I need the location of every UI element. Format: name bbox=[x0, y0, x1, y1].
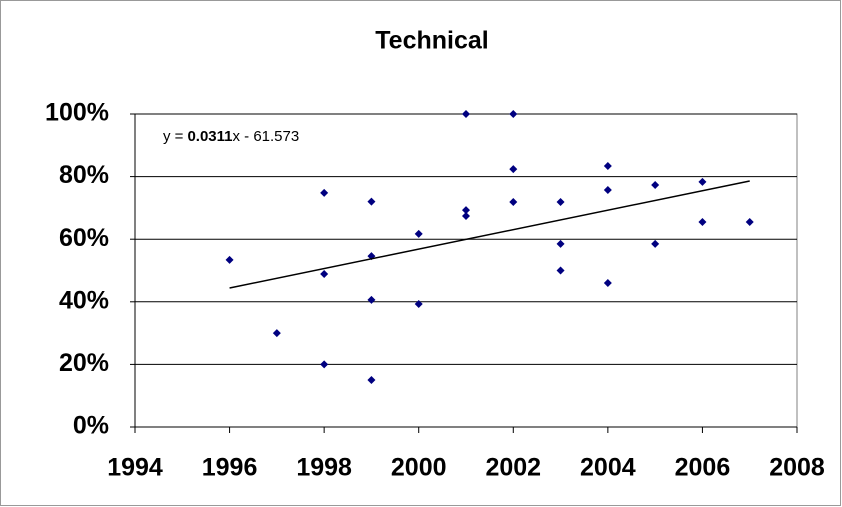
x-tick-label: 2008 bbox=[769, 454, 825, 482]
point bbox=[603, 161, 612, 170]
point bbox=[556, 197, 565, 206]
y-tick-label: 40% bbox=[59, 286, 109, 314]
point bbox=[509, 165, 518, 174]
point bbox=[509, 197, 518, 206]
point bbox=[698, 177, 707, 186]
point bbox=[745, 217, 754, 226]
chart-title: Technical bbox=[375, 27, 488, 55]
point bbox=[509, 110, 518, 118]
point bbox=[414, 229, 423, 238]
y-tick-label: 20% bbox=[59, 349, 109, 377]
point bbox=[320, 188, 329, 197]
equation-coefficient: 0.0311 bbox=[187, 128, 232, 145]
x-tick-label: 2004 bbox=[580, 454, 636, 482]
point bbox=[367, 197, 376, 206]
point bbox=[556, 266, 565, 275]
point bbox=[367, 376, 376, 385]
x-tick-label: 1998 bbox=[296, 454, 352, 482]
x-tick-label: 2000 bbox=[391, 454, 447, 482]
point bbox=[462, 206, 470, 215]
point bbox=[225, 255, 234, 264]
point bbox=[603, 279, 612, 288]
y-tick-label: 100% bbox=[45, 99, 109, 127]
point bbox=[367, 295, 376, 304]
point bbox=[556, 239, 565, 248]
y-tick-label: 60% bbox=[59, 224, 109, 252]
plot-area bbox=[134, 113, 798, 428]
x-tick-label: 2006 bbox=[675, 454, 731, 482]
point bbox=[462, 212, 470, 221]
point bbox=[698, 217, 707, 226]
x-tick-label: 1996 bbox=[202, 454, 258, 482]
point bbox=[320, 269, 329, 278]
point bbox=[320, 360, 329, 369]
point bbox=[603, 186, 612, 195]
point bbox=[462, 110, 470, 118]
point bbox=[272, 329, 281, 338]
point bbox=[651, 239, 660, 248]
y-tick-label: 80% bbox=[59, 161, 109, 189]
trendline-equation: y = 0.0311x - 61.573 bbox=[163, 128, 299, 145]
point bbox=[651, 181, 660, 190]
trendline bbox=[229, 180, 750, 289]
equation-prefix: y = bbox=[163, 128, 184, 145]
equation-suffix: x - 61.573 bbox=[233, 128, 300, 145]
x-tick-label: 1994 bbox=[107, 454, 163, 482]
y-tick-label: 0% bbox=[73, 412, 109, 440]
x-tick-label: 2002 bbox=[485, 454, 541, 482]
point bbox=[414, 299, 423, 308]
